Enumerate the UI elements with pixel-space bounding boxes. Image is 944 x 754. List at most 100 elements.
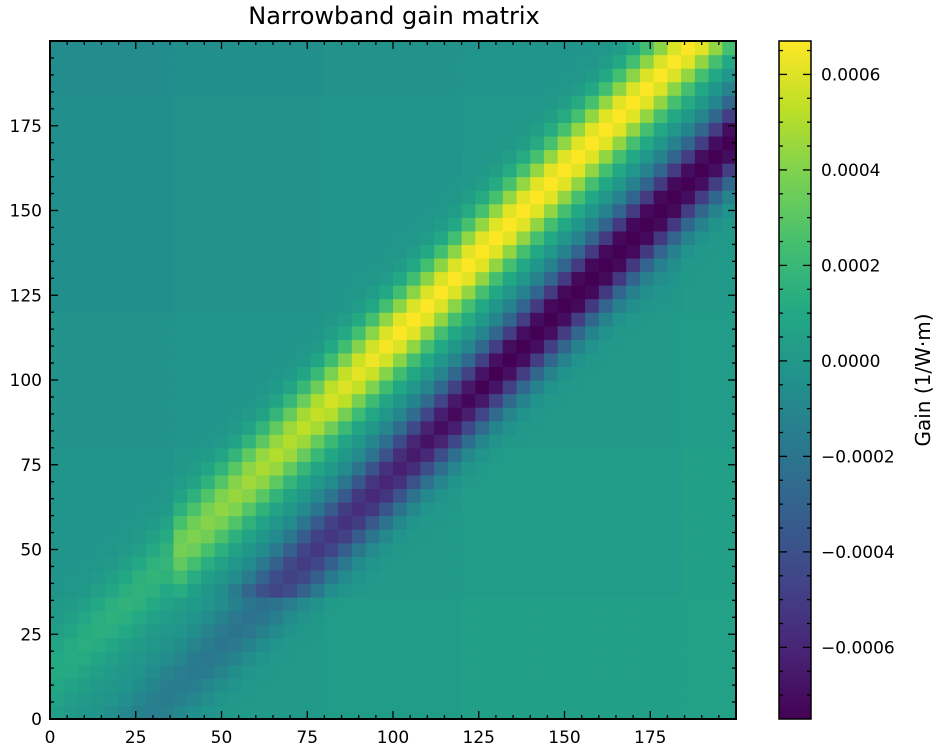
heatmap-cell [722, 339, 737, 354]
heatmap-cell [269, 81, 284, 96]
heatmap-cell [242, 502, 257, 517]
heatmap-cell [447, 407, 463, 422]
heatmap-cell [310, 135, 325, 151]
heatmap-cell [173, 393, 188, 408]
heatmap-cell [242, 488, 257, 503]
heatmap-cell [104, 596, 120, 612]
heatmap-cell [502, 705, 518, 720]
heatmap-cell [461, 257, 476, 273]
heatmap-cell [557, 461, 572, 476]
heatmap-cell [91, 407, 106, 422]
heatmap-cell [502, 257, 518, 273]
heatmap-cell [324, 529, 339, 544]
heatmap-cell [146, 271, 161, 286]
heatmap-cell [475, 610, 490, 625]
heatmap-cell [434, 41, 449, 56]
heatmap-cell [434, 95, 449, 110]
heatmap-cell [434, 190, 449, 205]
heatmap-cell [585, 610, 600, 625]
heatmap-cell [434, 529, 449, 544]
heatmap-cell [255, 285, 271, 300]
heatmap-cell [146, 691, 161, 707]
heatmap-cell [242, 474, 257, 490]
heatmap-cell [255, 54, 271, 69]
heatmap-cell [694, 583, 710, 598]
heatmap-cell [296, 624, 312, 639]
heatmap-cell [228, 41, 243, 56]
heatmap-cell [104, 54, 120, 69]
heatmap-cell [310, 163, 325, 178]
heatmap-cell [639, 176, 655, 191]
heatmap-cell [255, 108, 271, 123]
heatmap-cell [502, 651, 518, 666]
heatmap-cell [516, 108, 531, 123]
heatmap-cell [393, 434, 408, 449]
heatmap-cell [255, 163, 271, 178]
heatmap-cell [475, 176, 490, 191]
heatmap-cell [77, 203, 92, 218]
heatmap-cell [516, 176, 531, 191]
heatmap-cell [365, 705, 380, 720]
heatmap-cell [50, 488, 65, 503]
heatmap-cell [543, 366, 559, 381]
heatmap-cell [475, 135, 490, 151]
heatmap-cell [296, 244, 312, 259]
heatmap-cell [557, 678, 572, 693]
heatmap-cell [626, 366, 641, 381]
heatmap-cell [612, 664, 627, 679]
heatmap-cell [694, 244, 710, 259]
heatmap-cell [104, 393, 120, 408]
heatmap-cell [667, 596, 682, 612]
heatmap-cell [694, 447, 710, 462]
heatmap-cell [242, 122, 257, 137]
heatmap-cell [77, 461, 92, 476]
heatmap-cell [571, 705, 586, 720]
heatmap-cell [639, 542, 655, 557]
heatmap-cell [516, 325, 531, 340]
heatmap-cell [324, 230, 339, 245]
heatmap-cell [626, 407, 641, 422]
heatmap-cell [228, 488, 243, 503]
heatmap-cell [132, 678, 147, 693]
heatmap-cell [159, 135, 175, 151]
heatmap-cell [296, 434, 312, 449]
heatmap-cell [91, 352, 106, 368]
heatmap-cell [365, 366, 380, 381]
heatmap-cell [626, 488, 641, 503]
heatmap-cell [406, 244, 422, 259]
heatmap-cell [214, 678, 229, 693]
heatmap-cell [530, 176, 545, 191]
heatmap-cell [585, 95, 600, 110]
heatmap-cell [447, 420, 463, 435]
heatmap-cell [667, 325, 682, 340]
heatmap-cell [694, 176, 710, 191]
heatmap-cell [626, 542, 641, 557]
heatmap-cell [639, 217, 655, 232]
heatmap-cell [118, 41, 133, 56]
heatmap-cell [255, 596, 271, 612]
heatmap-cell [310, 54, 325, 69]
chart-title: Narrowband gain matrix [248, 2, 539, 30]
heatmap-cell [626, 515, 641, 530]
heatmap-cell [461, 488, 476, 503]
heatmap-cell [667, 624, 682, 639]
heatmap-cell [214, 285, 229, 300]
heatmap-cell [585, 312, 600, 327]
heatmap-cell [461, 298, 476, 313]
heatmap-cell [475, 420, 490, 435]
heatmap-cell [50, 407, 65, 422]
heatmap-cell [516, 529, 531, 544]
heatmap-cell [406, 502, 422, 517]
heatmap-cell [612, 407, 627, 422]
heatmap-cell [722, 651, 737, 666]
heatmap-cell [598, 420, 614, 435]
heatmap-cell [571, 352, 586, 368]
heatmap-cell [200, 502, 216, 517]
heatmap-cell [489, 407, 504, 422]
heatmap-cell [626, 651, 641, 666]
heatmap-cell [187, 190, 202, 205]
heatmap-cell [447, 285, 463, 300]
heatmap-cell [585, 420, 600, 435]
heatmap-cell [379, 54, 394, 69]
heatmap-cell [708, 190, 723, 205]
